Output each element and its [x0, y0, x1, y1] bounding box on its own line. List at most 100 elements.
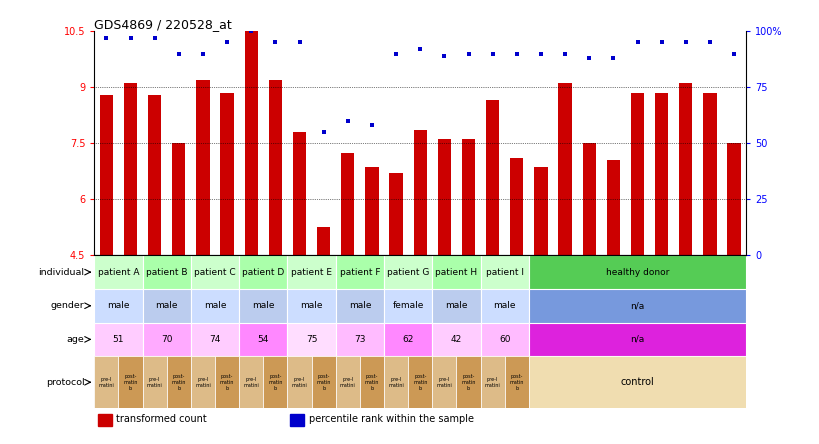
Text: post-
matin
b: post- matin b: [123, 374, 138, 391]
Point: [365, 122, 378, 129]
Text: male: male: [204, 301, 226, 310]
Bar: [480, 255, 528, 289]
Bar: [456, 356, 480, 408]
Bar: [166, 356, 191, 408]
Text: 70: 70: [161, 335, 172, 344]
Bar: [100, 95, 113, 255]
Bar: [606, 160, 619, 255]
Point: [341, 117, 354, 124]
Text: 54: 54: [257, 335, 269, 344]
Bar: [654, 93, 667, 255]
Bar: [528, 289, 745, 323]
Text: pre-I
matini: pre-I matini: [484, 377, 500, 388]
Text: post-
matin
b: post- matin b: [316, 374, 330, 391]
Bar: [335, 289, 383, 323]
Text: pre-I
matini: pre-I matini: [195, 377, 210, 388]
Bar: [480, 289, 528, 323]
Bar: [94, 289, 143, 323]
Bar: [215, 356, 239, 408]
Bar: [534, 167, 547, 255]
Bar: [461, 139, 474, 255]
Bar: [335, 356, 360, 408]
Bar: [365, 167, 378, 255]
Text: pre-I
matini: pre-I matini: [436, 377, 452, 388]
Bar: [408, 356, 432, 408]
Bar: [97, 414, 111, 426]
Bar: [143, 323, 191, 356]
Text: post-
matin
b: post- matin b: [364, 374, 378, 391]
Bar: [335, 323, 383, 356]
Bar: [263, 356, 287, 408]
Point: [461, 50, 474, 57]
Bar: [239, 289, 287, 323]
Bar: [118, 356, 143, 408]
Text: healthy donor: healthy donor: [605, 268, 668, 277]
Bar: [220, 93, 233, 255]
Bar: [480, 356, 505, 408]
Text: pre-I
matini: pre-I matini: [98, 377, 114, 388]
Bar: [389, 173, 402, 255]
Text: post-
matin
b: post- matin b: [461, 374, 475, 391]
Text: pre-I
matini: pre-I matini: [340, 377, 355, 388]
Bar: [287, 356, 311, 408]
Point: [292, 39, 305, 46]
Bar: [509, 158, 523, 255]
Bar: [94, 323, 143, 356]
Text: patient G: patient G: [387, 268, 429, 277]
Text: pre-I
matini: pre-I matini: [147, 377, 162, 388]
Point: [244, 28, 257, 35]
Point: [582, 55, 595, 62]
Text: patient C: patient C: [194, 268, 236, 277]
Text: patient F: patient F: [339, 268, 380, 277]
Bar: [678, 83, 691, 255]
Bar: [486, 100, 499, 255]
Bar: [413, 130, 427, 255]
Point: [437, 52, 450, 59]
Bar: [383, 356, 408, 408]
Bar: [94, 255, 143, 289]
Bar: [558, 83, 571, 255]
Bar: [191, 289, 239, 323]
Point: [269, 39, 282, 46]
Text: individual: individual: [38, 268, 84, 277]
Bar: [432, 323, 480, 356]
Text: post-
matin
b: post- matin b: [219, 374, 234, 391]
Text: n/a: n/a: [630, 301, 644, 310]
Text: percentile rank within the sample: percentile rank within the sample: [309, 414, 473, 424]
Text: male: male: [348, 301, 371, 310]
Text: 74: 74: [209, 335, 220, 344]
Text: 73: 73: [354, 335, 365, 344]
Text: male: male: [445, 301, 467, 310]
Bar: [360, 356, 383, 408]
Text: pre-I
matini: pre-I matini: [292, 377, 307, 388]
Text: pre-I
matini: pre-I matini: [243, 377, 259, 388]
Bar: [124, 83, 137, 255]
Point: [100, 34, 113, 41]
Bar: [726, 143, 740, 255]
Text: patient A: patient A: [97, 268, 139, 277]
Bar: [582, 143, 595, 255]
Bar: [480, 323, 528, 356]
Bar: [703, 93, 716, 255]
Text: male: male: [493, 301, 515, 310]
Bar: [172, 143, 185, 255]
Text: 42: 42: [450, 335, 462, 344]
Text: patient I: patient I: [485, 268, 523, 277]
Bar: [317, 227, 330, 255]
Bar: [335, 255, 383, 289]
Text: patient H: patient H: [435, 268, 477, 277]
Text: male: male: [156, 301, 178, 310]
Point: [124, 34, 137, 41]
Bar: [432, 255, 480, 289]
Bar: [239, 255, 287, 289]
Bar: [196, 79, 210, 255]
Bar: [287, 255, 335, 289]
Point: [509, 50, 523, 57]
Bar: [341, 153, 354, 255]
Bar: [143, 255, 191, 289]
Bar: [287, 289, 335, 323]
Point: [486, 50, 499, 57]
Text: control: control: [620, 377, 654, 387]
Point: [172, 50, 185, 57]
Point: [631, 39, 644, 46]
